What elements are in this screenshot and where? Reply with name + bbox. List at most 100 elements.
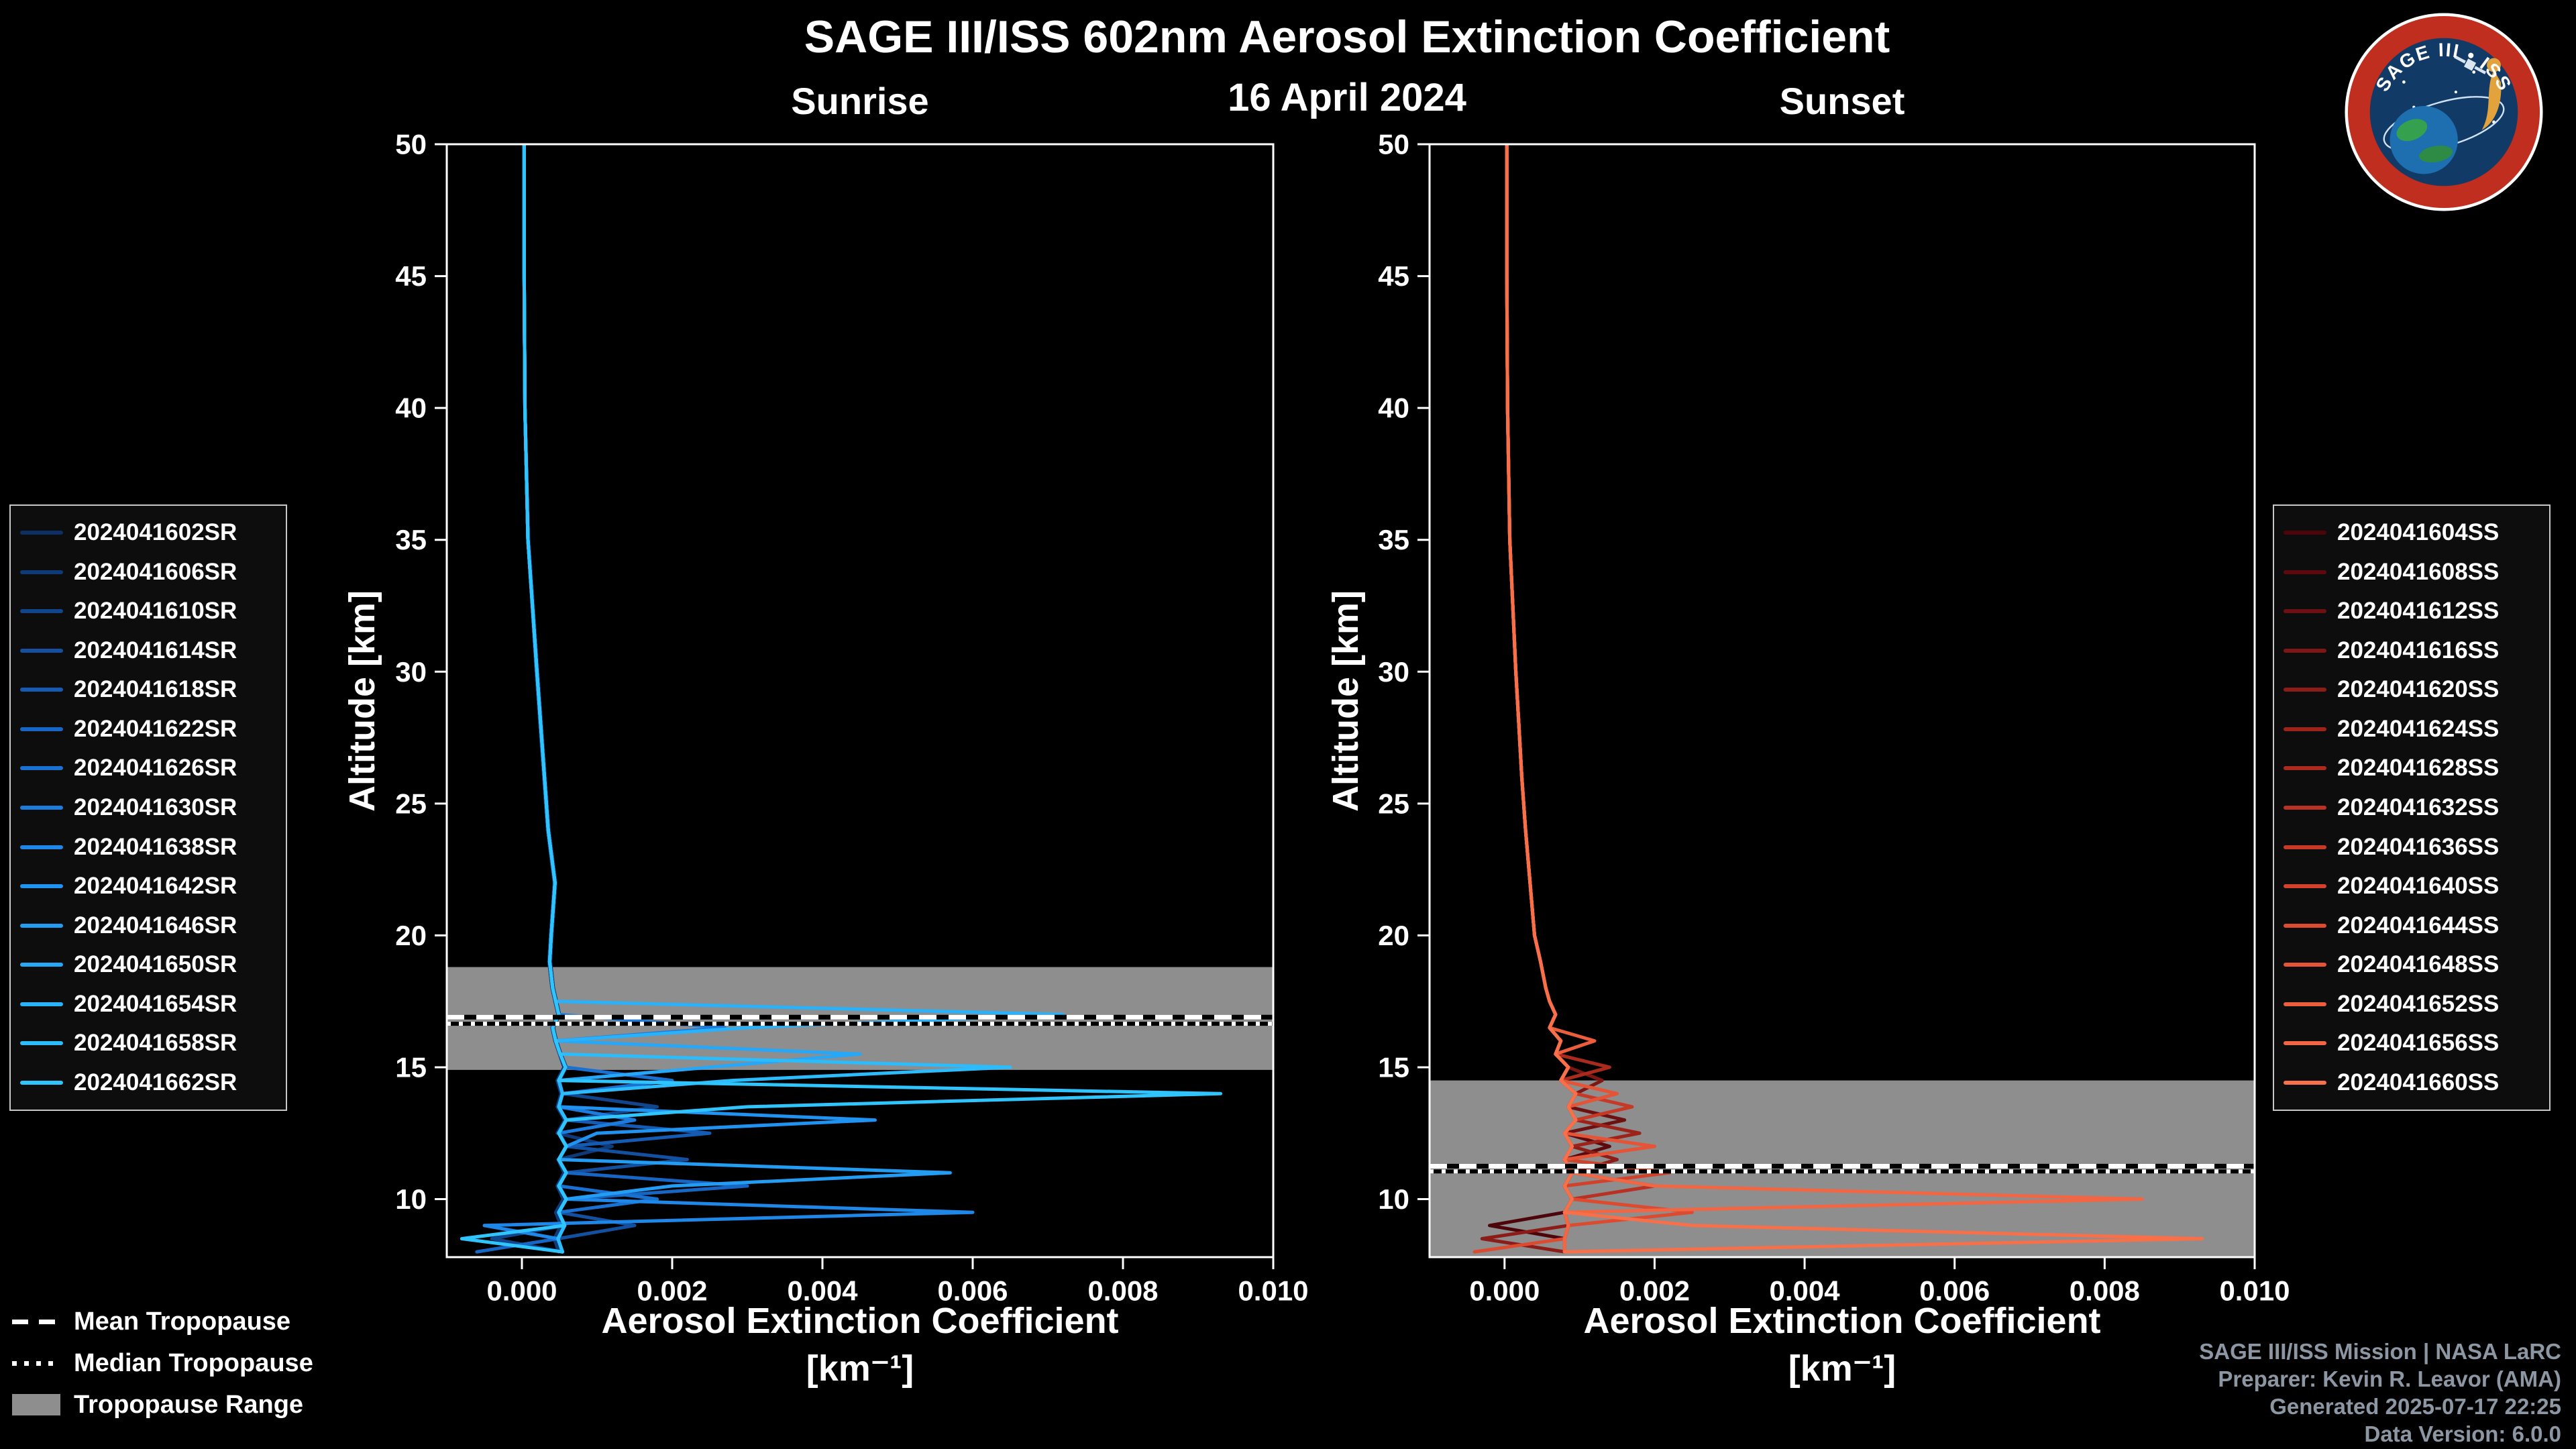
legend-item: 2024041646SR: [20, 907, 276, 945]
y-tick-label: 25: [1378, 788, 1409, 819]
dashed-line-sample: [12, 1319, 60, 1324]
legend-color-swatch: [2284, 923, 2326, 928]
tropopause-range-legend-item: Tropopause Range: [12, 1389, 313, 1421]
y-tick-label: 50: [395, 129, 427, 160]
legend-color-swatch: [20, 609, 63, 614]
y-tick-label: 50: [1378, 129, 1409, 160]
legend-label: 2024041640SS: [2337, 873, 2500, 900]
legend-label: 2024041606SR: [74, 558, 237, 585]
legend-color-swatch: [20, 688, 63, 692]
legend-item: 2024041652SS: [2284, 985, 2540, 1023]
legend-item: 2024041640SS: [2284, 867, 2540, 905]
legend-item: 2024041620SS: [2284, 671, 2540, 708]
x-tick-label: 0.006: [1919, 1275, 1990, 1306]
legend-label: 2024041650SR: [74, 951, 237, 978]
legend-item: 2024041654SR: [20, 985, 276, 1023]
legend-color-swatch: [20, 648, 63, 653]
legend-color-swatch: [2284, 648, 2326, 653]
legend-label: 2024041644SS: [2337, 912, 2500, 938]
y-tick-label: 30: [395, 656, 427, 688]
tropopause-legend: Mean Tropopause Median Tropopause Tropop…: [12, 1305, 313, 1421]
legend-label: 2024041602SR: [74, 519, 237, 545]
legend-color-swatch: [20, 766, 63, 771]
y-tick-label: 25: [395, 788, 427, 819]
y-tick-label: 35: [1378, 524, 1409, 555]
legend-item: 2024041614SR: [20, 632, 276, 669]
sage-iii-iss-logo: SAGE III • ISS: [2344, 12, 2544, 212]
legend-label: 2024041612SS: [2337, 598, 2500, 625]
legend-item: 2024041656SS: [2284, 1024, 2540, 1062]
legend-item: 2024041630SR: [20, 789, 276, 826]
legend-color-swatch: [20, 923, 63, 928]
legend-color-swatch: [2284, 727, 2326, 731]
legend-label: 2024041630SR: [74, 794, 237, 820]
sunrise-panel-title: Sunrise: [791, 80, 929, 122]
legend-item: 2024041642SR: [20, 867, 276, 905]
legend-item: 2024041624SS: [2284, 710, 2540, 748]
legend-label: 2024041626SR: [74, 755, 237, 782]
profile-line-2024041660SS: [1505, 144, 2204, 1254]
legend-item: 2024041648SS: [2284, 946, 2540, 983]
dotted-line-sample: [12, 1360, 60, 1366]
y-tick-label: 45: [395, 260, 427, 292]
x-tick-label: 0.002: [637, 1275, 707, 1306]
legend-item: 2024041632SS: [2284, 789, 2540, 826]
legend-color-swatch: [2284, 805, 2326, 810]
legend-label: 2024041658SR: [74, 1030, 237, 1057]
legend-item: 2024041610SR: [20, 592, 276, 630]
y-tick-label: 15: [395, 1051, 427, 1083]
legend-color-swatch: [20, 963, 63, 967]
legend-item: 2024041650SR: [20, 946, 276, 983]
legend-label: 2024041642SR: [74, 873, 237, 900]
legend-label: 2024041652SS: [2337, 990, 2500, 1017]
legend-color-swatch: [20, 1002, 63, 1006]
legend-color-swatch: [20, 531, 63, 535]
panel-sunrise: 0.000 0.002 0.004 0.006 0.008 0.010 10 15 20 25 30…: [395, 129, 1308, 1307]
x-tick-label: 0.006: [937, 1275, 1008, 1306]
legend-item: 2024041612SS: [2284, 592, 2540, 630]
legend-item: 2024041604SS: [2284, 514, 2540, 551]
legend-label: 2024041608SS: [2337, 558, 2500, 585]
legend-label: 2024041604SS: [2337, 519, 2500, 545]
footer-preparer: Preparer: Kevin R. Leavor (AMA): [2218, 1366, 2561, 1391]
legend-item: 2024041602SR: [20, 514, 276, 551]
legend-item: 2024041636SS: [2284, 828, 2540, 866]
legend-item: 2024041608SS: [2284, 553, 2540, 591]
x-axis-unit-sunset: [km⁻¹]: [1788, 1348, 1896, 1389]
footer-mission: SAGE III/ISS Mission | NASA LaRC: [2199, 1339, 2561, 1364]
legend-color-swatch: [2284, 1041, 2326, 1046]
legend-color-swatch: [20, 1041, 63, 1046]
legend-color-swatch: [2284, 531, 2326, 535]
legend-color-swatch: [2284, 1002, 2326, 1006]
x-axis-label-sunset: Aerosol Extinction Coefficient: [1583, 1301, 2101, 1341]
y-tick-label: 45: [1378, 260, 1409, 292]
legend-color-swatch: [2284, 884, 2326, 889]
legend-label: 2024041660SS: [2337, 1069, 2500, 1095]
legend-item: 2024041618SR: [20, 671, 276, 708]
legend-color-swatch: [20, 570, 63, 574]
legend-label: 2024041636SS: [2337, 833, 2500, 860]
legend-item: 2024041628SS: [2284, 749, 2540, 787]
legend-label: 2024041620SS: [2337, 676, 2500, 703]
legend-color-swatch: [2284, 1080, 2326, 1085]
legend-label: 2024041622SR: [74, 715, 237, 742]
legend-label: 2024041624SS: [2337, 715, 2500, 742]
page-title: SAGE III/ISS 602nm Aerosol Extinction Co…: [804, 11, 1890, 62]
x-tick-label: 0.010: [2219, 1275, 2290, 1306]
y-tick-label: 20: [395, 920, 427, 951]
mission-badge-icon: SAGE III • ISS: [2345, 13, 2543, 211]
legend-color-swatch: [20, 845, 63, 849]
tropopause-range-label: Tropopause Range: [74, 1390, 304, 1419]
legend-item: 2024041622SR: [20, 710, 276, 748]
median-tropopause-label: Median Tropopause: [74, 1348, 313, 1377]
legend-color-swatch: [2284, 609, 2326, 614]
x-tick-label: 0.000: [486, 1275, 557, 1306]
y-tick-label: 10: [1378, 1183, 1409, 1215]
sunset-panel-title: Sunset: [1779, 80, 1905, 122]
legend-color-swatch: [2284, 845, 2326, 849]
y-tick-label: 40: [395, 392, 427, 424]
legend-color-swatch: [20, 884, 63, 889]
panel-sunset: 0.000 0.002 0.004 0.006 0.008 0.010 10 15 20 25 30…: [1378, 129, 2290, 1307]
date-subtitle: 16 April 2024: [1228, 76, 1466, 119]
